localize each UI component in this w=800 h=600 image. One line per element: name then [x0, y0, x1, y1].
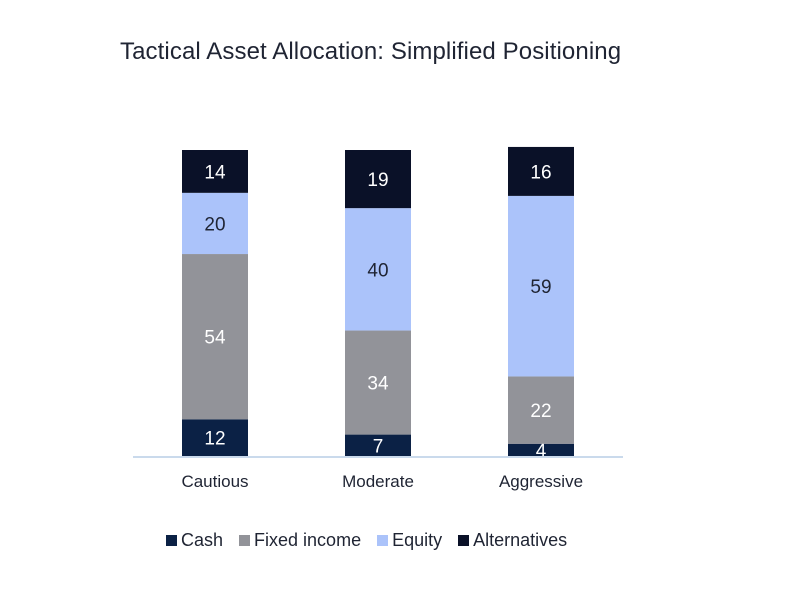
chart-legend: Cash Fixed income Equity Alternatives	[0, 530, 800, 551]
data-label-aggressive-fixed-income: 22	[530, 401, 551, 422]
category-label-moderate: Moderate	[342, 472, 414, 491]
category-label-cautious: Cautious	[181, 472, 248, 491]
legend-label: Cash	[181, 530, 224, 550]
chart-title: Tactical Asset Allocation: Simplified Po…	[120, 38, 622, 65]
chart-plot: 12 54 20 14 Cautious 7 34 40 19 Moderate 4 22 59 16 Ag…	[133, 146, 623, 491]
data-label-moderate-fixed-income: 34	[367, 374, 389, 395]
data-label-cautious-alternatives: 14	[204, 162, 226, 183]
category-label-aggressive: Aggressive	[499, 472, 583, 491]
legend-item-alternatives: Alternatives	[458, 530, 567, 551]
data-label-moderate-equity: 40	[367, 260, 388, 281]
bar-aggressive-fixed-income	[508, 376, 574, 444]
bar-aggressive-equity	[508, 195, 574, 377]
legend-swatch	[239, 535, 251, 546]
data-label-aggressive-equity: 59	[530, 277, 551, 298]
bar-moderate-alternatives	[345, 150, 411, 209]
legend-label: Alternatives	[473, 530, 568, 550]
legend-label: Equity	[392, 530, 443, 550]
legend-item-cash: Cash	[166, 530, 223, 551]
legend-label: Fixed income	[254, 530, 362, 550]
data-label-aggressive-cash: 4	[536, 441, 547, 462]
data-label-moderate-cash: 7	[373, 436, 384, 457]
data-label-cautious-fixed-income: 54	[204, 328, 226, 349]
bar-moderate-cash	[345, 434, 411, 456]
legend-swatch	[458, 535, 470, 546]
data-label-aggressive-alternatives: 16	[530, 162, 551, 183]
legend-swatch	[166, 535, 177, 546]
data-label-cautious-equity: 20	[204, 214, 225, 235]
legend-item-fixed-income: Fixed income	[239, 530, 361, 551]
data-label-cautious-cash: 12	[204, 429, 225, 450]
bar-aggressive-alternatives	[508, 146, 574, 196]
bar-moderate-fixed-income	[345, 330, 411, 435]
bar-cautious-equity	[182, 192, 248, 255]
bar-aggressive-cash	[508, 443, 574, 456]
legend-swatch	[377, 535, 389, 546]
bar-cautious-alternatives	[182, 150, 248, 193]
data-label-moderate-alternatives: 19	[367, 170, 388, 191]
bar-moderate-equity	[345, 208, 411, 331]
bar-cautious-fixed-income	[182, 254, 248, 420]
legend-item-equity: Equity	[377, 530, 442, 551]
bar-cautious-cash	[182, 419, 248, 456]
